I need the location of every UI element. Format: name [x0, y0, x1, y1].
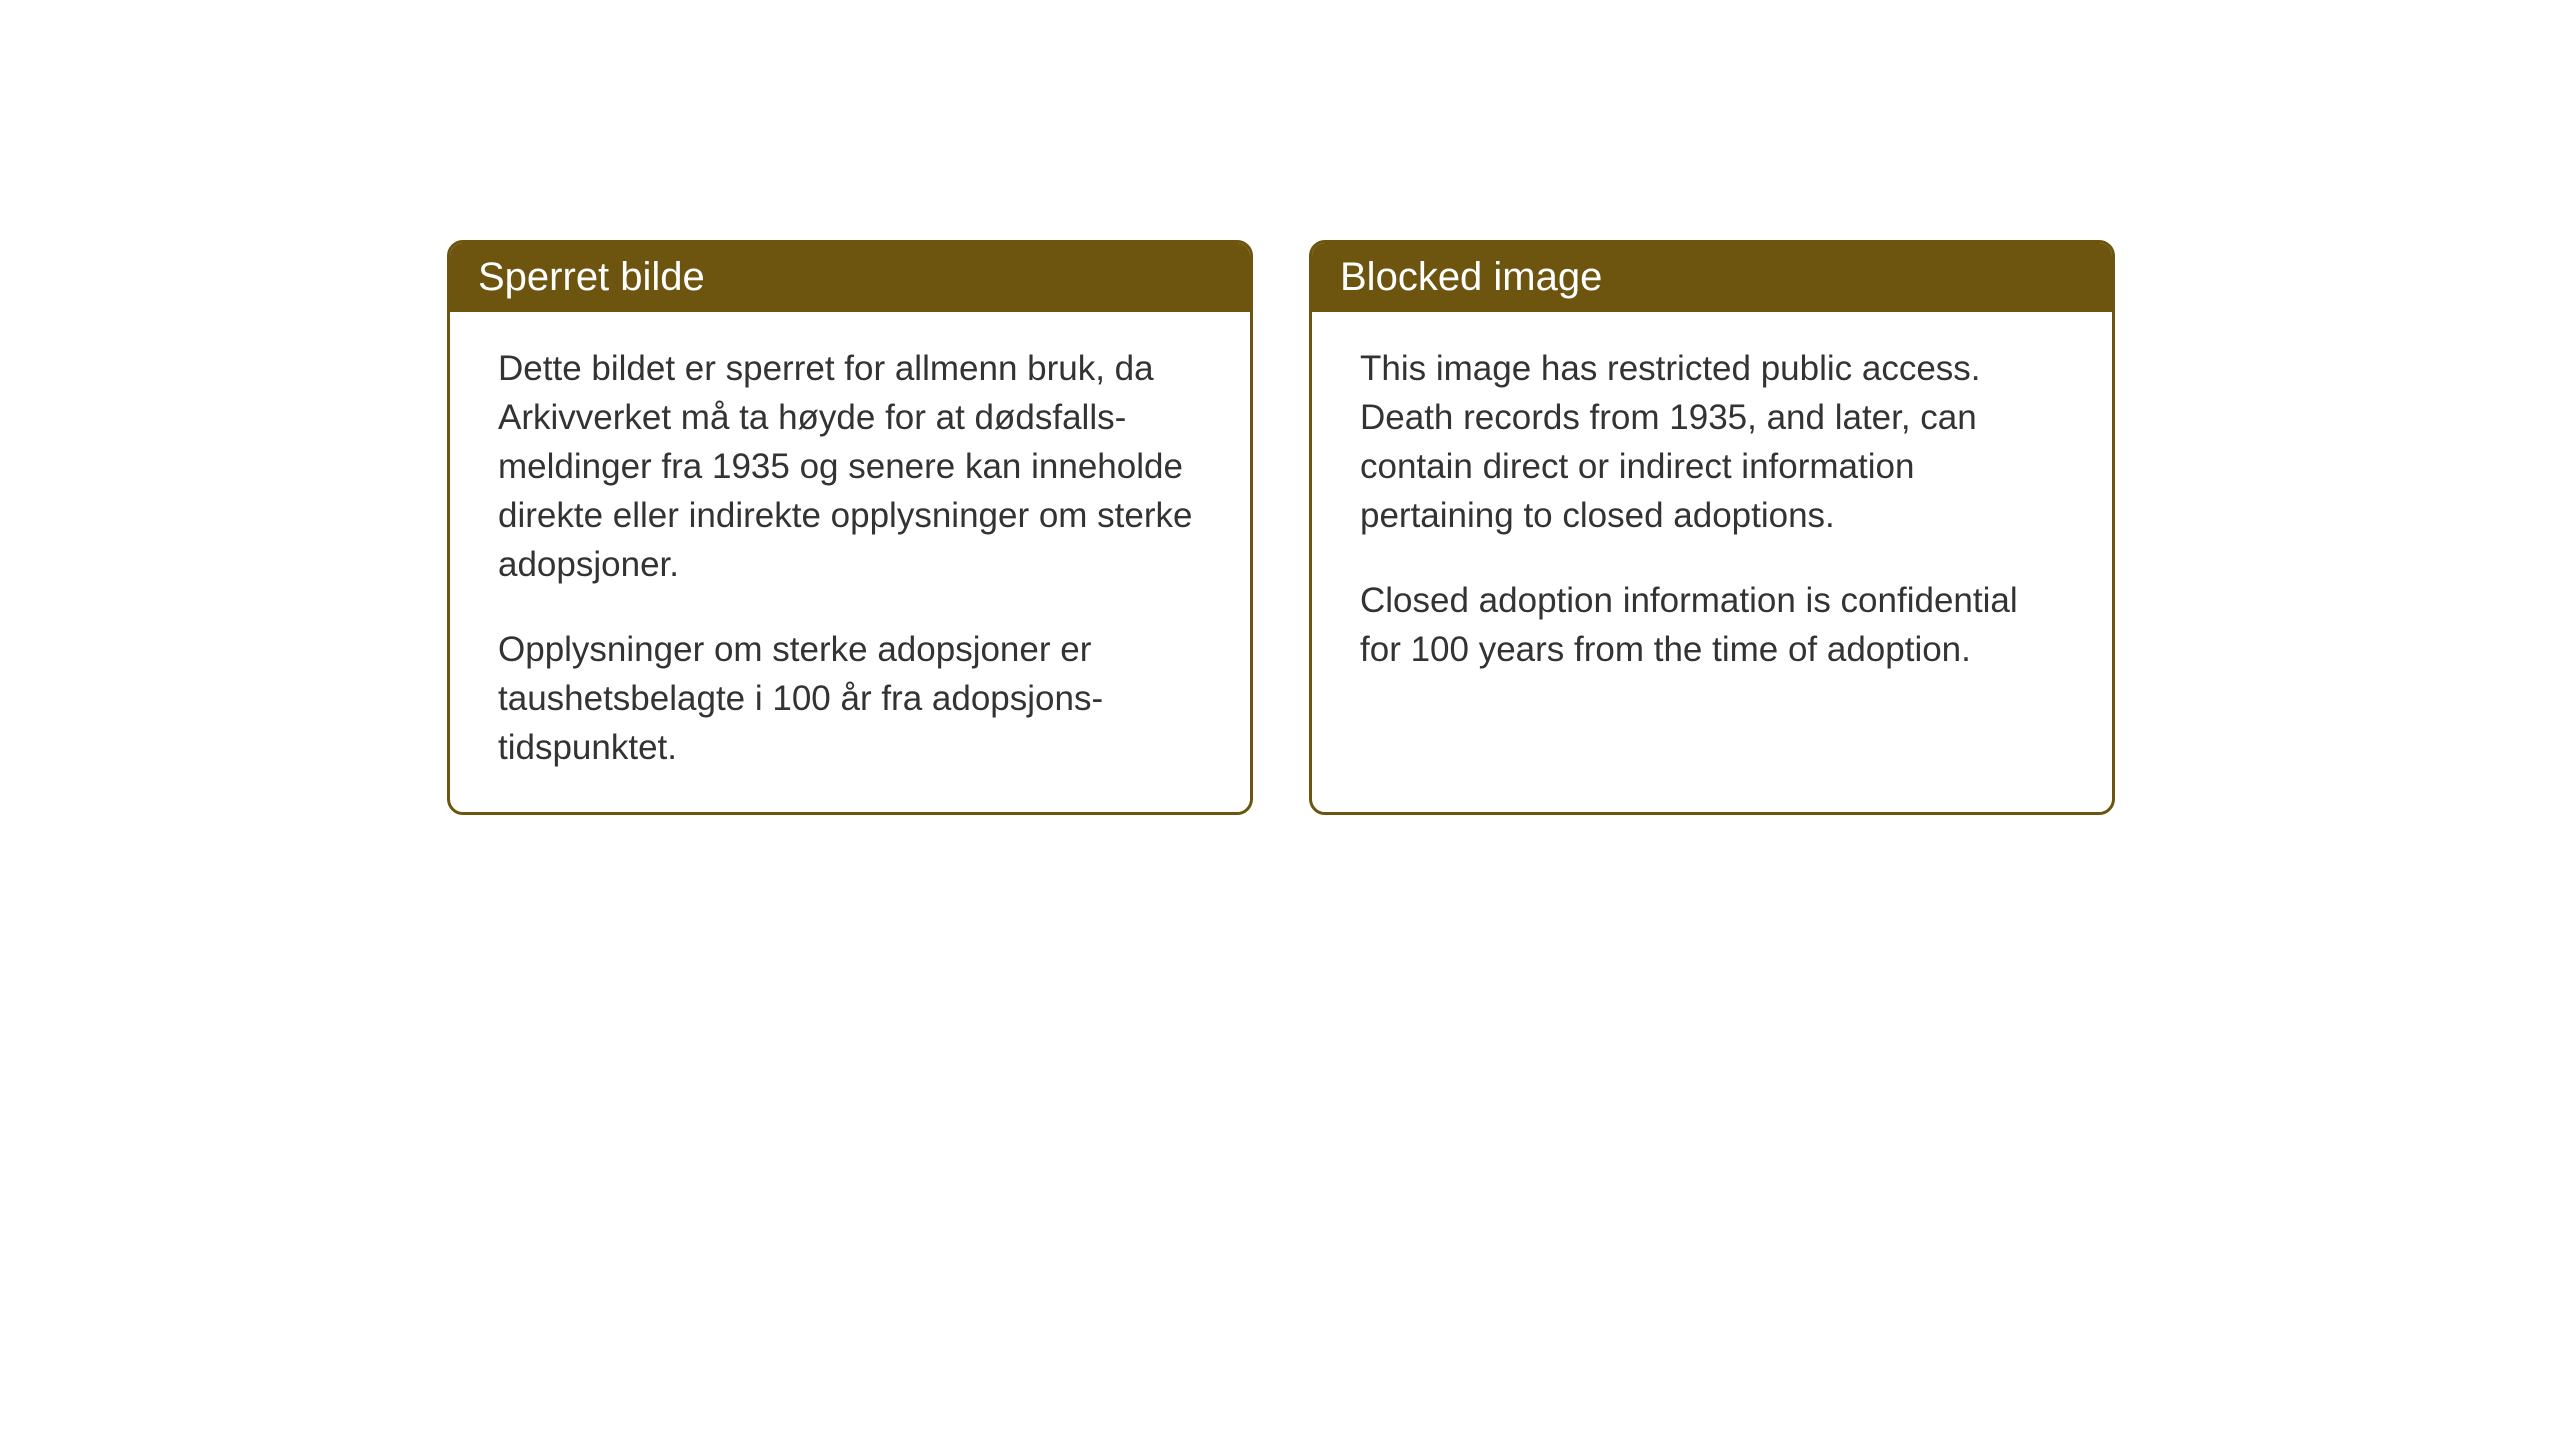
- norwegian-card-title: Sperret bilde: [450, 243, 1250, 312]
- message-panels-container: Sperret bilde Dette bildet er sperret fo…: [447, 240, 2115, 815]
- norwegian-message-card: Sperret bilde Dette bildet er sperret fo…: [447, 240, 1253, 815]
- english-card-body: This image has restricted public access.…: [1312, 312, 2112, 714]
- norwegian-paragraph-1: Dette bildet er sperret for allmenn bruk…: [498, 344, 1202, 589]
- norwegian-paragraph-2: Opplysninger om sterke adopsjoner er tau…: [498, 625, 1202, 772]
- english-message-card: Blocked image This image has restricted …: [1309, 240, 2115, 815]
- english-card-title: Blocked image: [1312, 243, 2112, 312]
- norwegian-card-body: Dette bildet er sperret for allmenn bruk…: [450, 312, 1250, 812]
- english-paragraph-2: Closed adoption information is confident…: [1360, 576, 2064, 674]
- english-paragraph-1: This image has restricted public access.…: [1360, 344, 2064, 540]
